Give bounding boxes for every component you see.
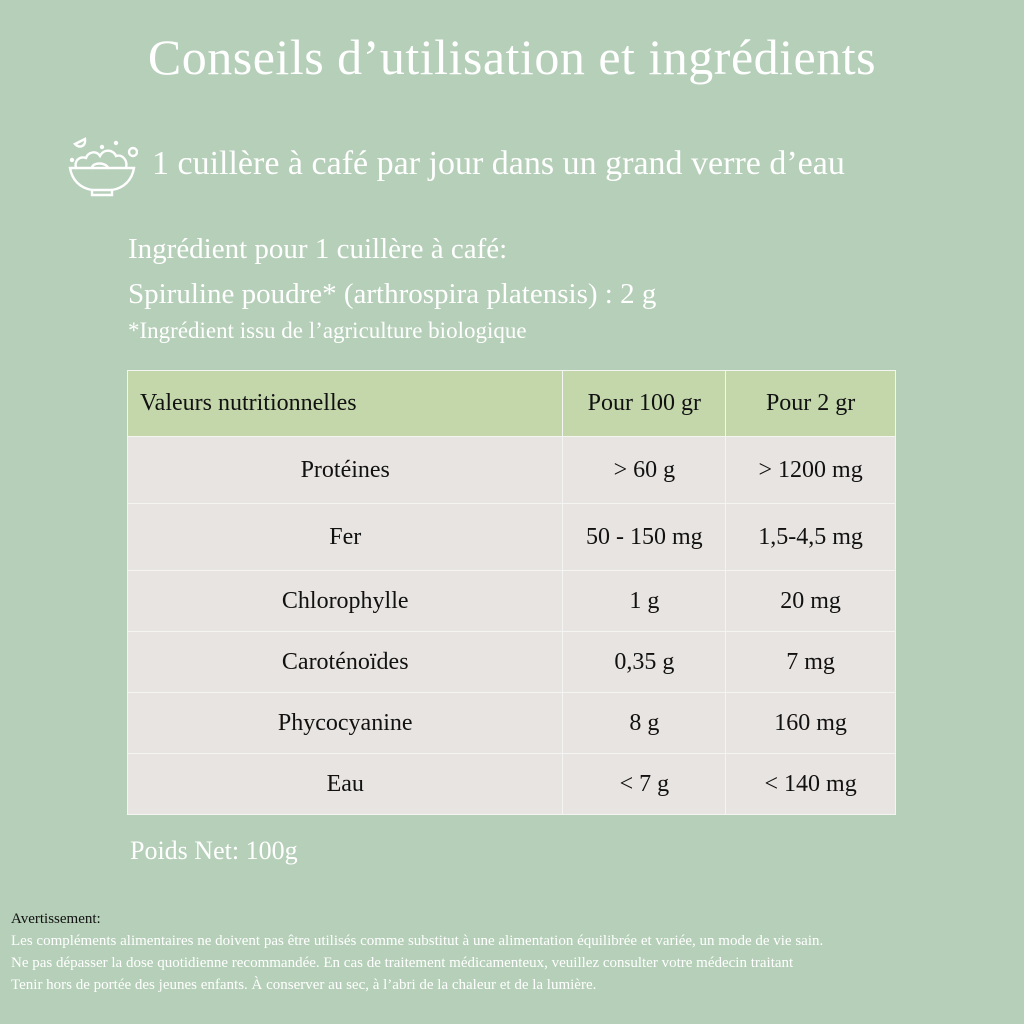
table-header: Valeurs nutritionnelles: [126, 370, 564, 437]
table-cell: Protéines: [126, 436, 564, 504]
dosage-text: 1 cuillère à café par jour dans un grand…: [152, 145, 845, 182]
table-header: Pour 100 gr: [562, 370, 727, 437]
table-row: Fer 50 - 150 mg 1,5-4,5 mg: [126, 503, 896, 571]
table-row: Chlorophylle 1 g 20 mg: [126, 570, 896, 632]
ingredient-note: *Ingrédient issu de l’agriculture biolog…: [128, 318, 527, 343]
warning-line: Les compléments alimentaires ne doivent …: [11, 933, 824, 949]
table-row: Eau < 7 g < 140 mg: [126, 753, 896, 815]
table-cell: 1,5-4,5 mg: [725, 503, 896, 571]
nutrition-table: Valeurs nutritionnelles Pour 100 gr Pour…: [126, 370, 896, 815]
salad-bowl-icon: [68, 137, 138, 197]
table-header: Pour 2 gr: [725, 370, 896, 437]
table-cell: > 1200 mg: [725, 436, 896, 504]
warning-line: Ne pas dépasser la dose quotidienne reco…: [11, 955, 794, 971]
net-weight: Poids Net: 100g: [130, 836, 298, 865]
page-title: Conseils d’utilisation et ingrédients: [147, 29, 877, 85]
dosage-line: 1 cuillère à café par jour dans un grand…: [66, 130, 845, 198]
table-cell: 0,35 g: [562, 631, 727, 693]
table-row: Phycocyanine 8 g 160 mg: [126, 692, 896, 754]
table-cell: Caroténoïdes: [126, 631, 564, 693]
warning-title: Avertissement:: [11, 911, 101, 927]
ingredient-item: Spiruline poudre* (arthrospira platensis…: [128, 278, 657, 310]
table-cell: < 140 mg: [725, 753, 896, 815]
table-cell: Chlorophylle: [126, 570, 564, 632]
table-cell: 20 mg: [725, 570, 896, 632]
table-cell: 50 - 150 mg: [562, 503, 727, 571]
ingredients-heading: Ingrédient pour 1 cuillère à café:: [128, 233, 508, 265]
warning-line: Tenir hors de portée des jeunes enfants.…: [11, 977, 597, 993]
table-cell: Fer: [126, 503, 564, 571]
table-cell: 8 g: [562, 692, 727, 754]
table-cell: 160 mg: [725, 692, 896, 754]
table-cell: > 60 g: [562, 436, 727, 504]
table-cell: 1 g: [562, 570, 727, 632]
table-header-row: Valeurs nutritionnelles Pour 100 gr Pour…: [126, 370, 896, 437]
table-row: Protéines > 60 g > 1200 mg: [126, 436, 896, 504]
warning-block: Avertissement: Les compléments alimentai…: [11, 908, 1016, 996]
table-row: Caroténoïdes 0,35 g 7 mg: [126, 631, 896, 693]
table-cell: Phycocyanine: [126, 692, 564, 754]
table-cell: Eau: [126, 753, 564, 815]
table-cell: 7 mg: [725, 631, 896, 693]
table-cell: < 7 g: [562, 753, 727, 815]
